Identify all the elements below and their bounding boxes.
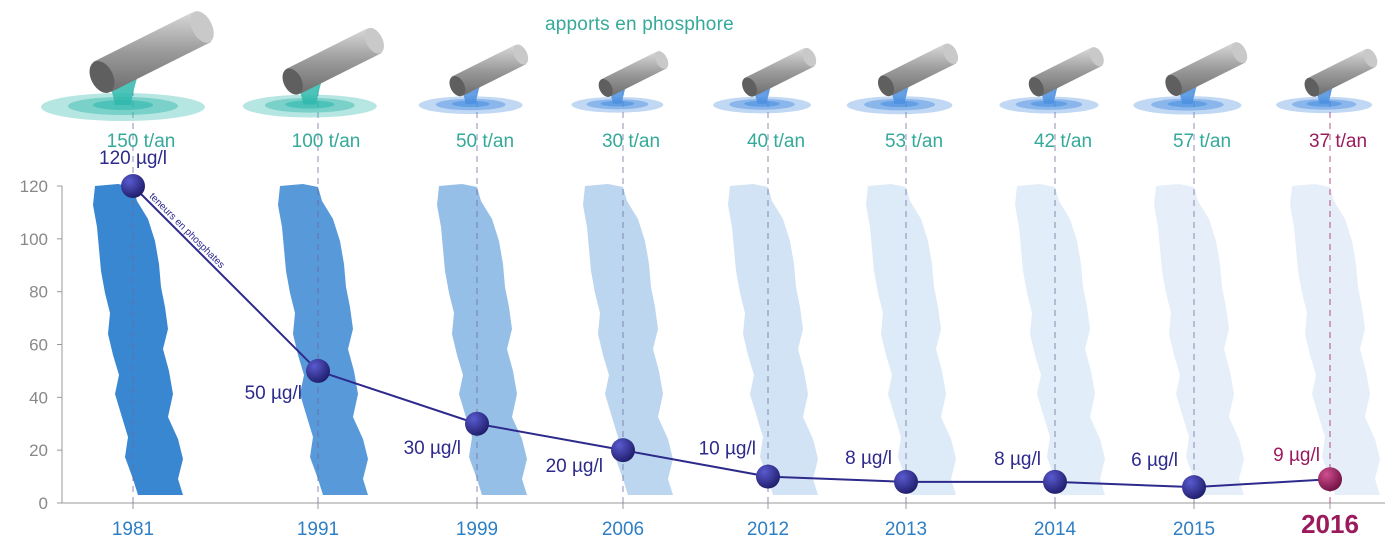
y-tick-label: 40 [29,388,48,407]
x-tick-label: 1999 [456,519,498,540]
data-point [756,464,780,489]
x-tick-label: 1981 [112,519,154,540]
lake-silhouette [1154,184,1244,495]
value-label: 9 µg/l [1273,445,1320,466]
lake-silhouette [583,184,673,495]
value-label: 10 µg/l [699,439,756,460]
data-point [121,174,145,198]
pipe-splash-icon [999,47,1104,114]
y-tick-label: 0 [39,494,48,513]
tonnage-label: 57 t/an [1173,131,1231,152]
pipe-splash-icon [1276,48,1378,114]
data-point [465,411,489,436]
value-label: 50 µg/l [245,383,302,404]
tonnage-label: 50 t/an [456,131,514,152]
value-label: 8 µg/l [994,449,1041,470]
lake-silhouette [866,184,956,495]
data-point [894,469,918,494]
pipe-splash-icon [713,47,817,114]
tonnage-label: 100 t/an [292,131,361,152]
x-tick-label: 2014 [1034,519,1077,540]
tonnage-label: 53 t/an [885,131,943,152]
pipe-splash-icon [571,51,669,113]
value-label: 120 µg/l [99,148,167,169]
lake-silhouette [278,184,368,495]
lake-silhouette [728,184,818,495]
data-point [306,358,330,383]
tonnage-label: 37 t/an [1309,131,1367,152]
y-tick-label: 80 [29,283,48,302]
chart-title: apports en phosphore [545,14,734,35]
data-point [1182,475,1206,500]
value-label: 30 µg/l [404,438,461,459]
lake-silhouette [1015,184,1105,495]
lake-silhouette [437,184,527,495]
x-tick-label: 2016 [1301,509,1359,539]
value-label: 8 µg/l [845,448,892,469]
x-tick-label: 2015 [1173,519,1215,540]
series-annotation: teneurs en phosphates [147,191,227,271]
y-tick-label: 120 [20,177,48,196]
pipe-splash-icon [242,27,384,118]
lake-silhouette [1290,184,1380,495]
tonnage-label: 150 t/an [107,131,176,152]
x-tick-label: 2012 [747,519,789,540]
data-point [611,438,635,463]
pipe-splash-icon [1133,42,1248,115]
pipe-splash-icon [41,11,214,121]
data-point [1318,467,1342,492]
tonnage-label: 42 t/an [1034,131,1092,152]
y-tick-label: 20 [29,441,48,460]
y-tick-label: 100 [20,230,48,249]
value-label: 6 µg/l [1131,450,1178,471]
pipe-splash-icon [418,44,529,115]
lake-silhouette [93,184,183,495]
tonnage-label: 30 t/an [602,131,660,152]
data-point [1043,469,1067,494]
tonnage-label: 40 t/an [747,131,805,152]
x-tick-label: 2006 [602,519,644,540]
x-tick-label: 2013 [885,519,927,540]
y-tick-label: 60 [29,336,48,355]
pipe-splash-icon [846,43,959,115]
value-label: 20 µg/l [546,456,603,477]
x-tick-label: 1991 [297,519,339,540]
